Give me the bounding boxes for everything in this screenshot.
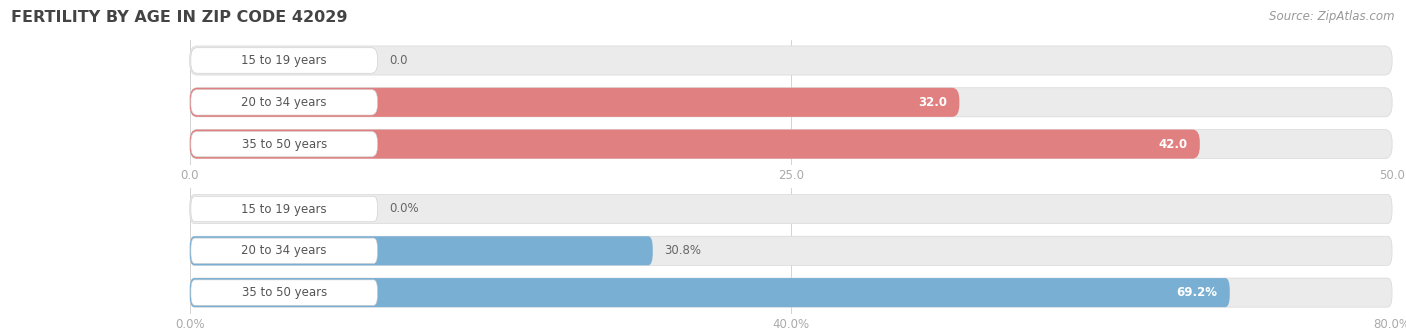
- FancyBboxPatch shape: [190, 88, 1392, 117]
- FancyBboxPatch shape: [190, 130, 1392, 159]
- FancyBboxPatch shape: [190, 88, 959, 117]
- FancyBboxPatch shape: [190, 278, 1230, 307]
- FancyBboxPatch shape: [191, 131, 377, 157]
- Text: 32.0: 32.0: [918, 96, 948, 109]
- FancyBboxPatch shape: [190, 130, 1199, 159]
- FancyBboxPatch shape: [191, 238, 377, 264]
- Text: 15 to 19 years: 15 to 19 years: [242, 54, 328, 67]
- Text: Source: ZipAtlas.com: Source: ZipAtlas.com: [1270, 10, 1395, 23]
- Text: 35 to 50 years: 35 to 50 years: [242, 138, 326, 150]
- FancyBboxPatch shape: [190, 236, 652, 265]
- Text: 15 to 19 years: 15 to 19 years: [242, 203, 328, 215]
- Text: 30.8%: 30.8%: [665, 244, 702, 257]
- Text: 20 to 34 years: 20 to 34 years: [242, 96, 328, 109]
- Text: FERTILITY BY AGE IN ZIP CODE 42029: FERTILITY BY AGE IN ZIP CODE 42029: [11, 10, 347, 25]
- Text: 35 to 50 years: 35 to 50 years: [242, 286, 326, 299]
- Text: 20 to 34 years: 20 to 34 years: [242, 244, 328, 257]
- FancyBboxPatch shape: [190, 236, 1392, 265]
- Text: 0.0: 0.0: [389, 54, 408, 67]
- FancyBboxPatch shape: [191, 196, 377, 222]
- FancyBboxPatch shape: [190, 194, 1392, 223]
- FancyBboxPatch shape: [190, 46, 1392, 75]
- FancyBboxPatch shape: [191, 280, 377, 305]
- Text: 69.2%: 69.2%: [1177, 286, 1218, 299]
- Text: 0.0%: 0.0%: [389, 203, 419, 215]
- FancyBboxPatch shape: [191, 48, 377, 73]
- FancyBboxPatch shape: [190, 278, 1392, 307]
- Text: 42.0: 42.0: [1159, 138, 1188, 150]
- FancyBboxPatch shape: [191, 89, 377, 115]
